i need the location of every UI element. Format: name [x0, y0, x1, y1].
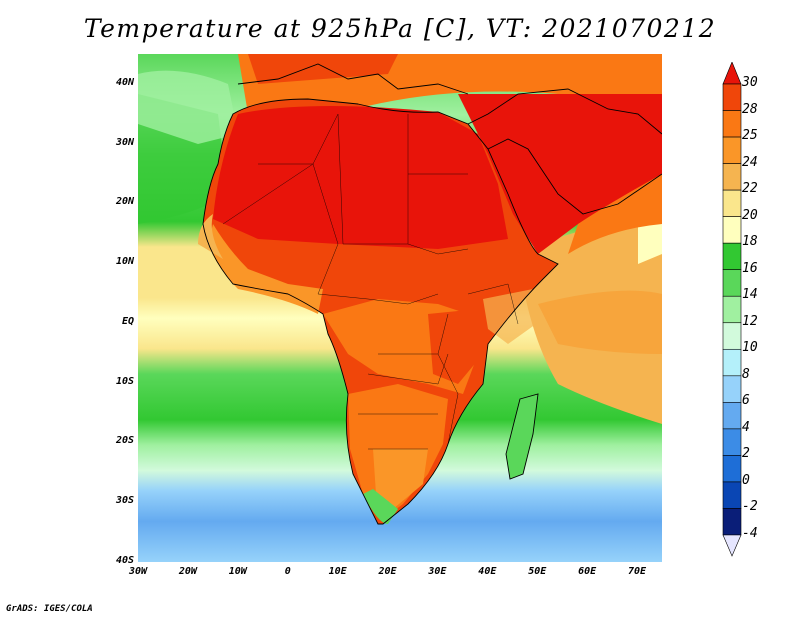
country-borders — [222, 113, 519, 450]
colorbar-segment — [722, 322, 742, 350]
lat-label: 30S — [115, 495, 134, 507]
colorbar-level-label: 2 — [742, 446, 750, 462]
lat-label: 10N — [115, 256, 134, 268]
colorbar-segment — [722, 110, 742, 138]
colorbar-level-label: 12 — [742, 313, 758, 329]
lat-label: EQ — [121, 315, 134, 327]
colorbar-segment — [722, 455, 742, 483]
colorbar-segment — [722, 402, 742, 430]
colorbar-level-label: 10 — [742, 340, 758, 356]
lon-label: 30E — [428, 566, 447, 577]
lat-label: 20N — [115, 196, 134, 208]
temperature-map — [138, 54, 663, 562]
colorbar-segment — [722, 269, 742, 297]
colorbar-level-label: 20 — [742, 207, 758, 223]
colorbar-bottom-triangle — [722, 534, 742, 557]
colorbar-segment — [722, 508, 742, 536]
lon-label: 20E — [378, 566, 397, 577]
lat-label: 20S — [115, 435, 134, 447]
colorbar-segment — [722, 189, 742, 217]
grads-credit: GrADS: IGES/COLA — [6, 604, 93, 614]
lon-label: 50E — [528, 566, 547, 577]
colorbar — [722, 62, 742, 557]
colorbar-level-label: 6 — [742, 393, 750, 409]
lat-label: 40N — [115, 76, 134, 88]
colorbar-segment — [722, 348, 742, 377]
colorbar-level-label: 14 — [742, 287, 758, 303]
lon-label: 30W — [128, 566, 148, 577]
colorbar-segment — [722, 375, 742, 403]
lon-label: 0 — [284, 566, 291, 577]
lon-label: 70E — [628, 566, 647, 577]
coastlines — [202, 63, 663, 525]
colorbar-level-label: 18 — [742, 234, 758, 250]
colorbar-segment — [722, 216, 742, 244]
colorbar-segment — [722, 136, 742, 164]
colorbar-segment — [722, 163, 742, 191]
colorbar-level-label: 0 — [742, 472, 750, 488]
colorbar-level-label: 30 — [742, 75, 758, 90]
lat-label: 30N — [115, 136, 134, 148]
colorbar-level-label: 24 — [742, 154, 758, 170]
lat-label: 40S — [115, 555, 134, 566]
lon-label: 10W — [228, 566, 247, 577]
colorbar-level-label: 25 — [742, 128, 758, 144]
lon-label: 40E — [478, 566, 497, 577]
lat-label: 10S — [115, 375, 134, 387]
madagascar — [506, 394, 538, 479]
colorbar-segment — [722, 295, 742, 324]
chart-title: Temperature at 925hPa [C], VT: 202107021… — [83, 14, 717, 43]
lon-label: 60E — [578, 566, 597, 577]
colorbar-level-label: 22 — [742, 181, 758, 197]
colorbar-segment — [722, 242, 742, 271]
colorbar-level-label: 8 — [742, 366, 750, 382]
colorbar-level-label: 4 — [742, 419, 750, 435]
colorbar-segment — [722, 83, 742, 111]
lon-label: 10E — [328, 566, 347, 577]
colorbar-level-label: 28 — [742, 101, 758, 117]
colorbar-segment — [722, 481, 742, 509]
colorbar-level-label: -4 — [742, 526, 758, 541]
arabia-landmass — [458, 94, 662, 254]
colorbar-level-label: 16 — [742, 260, 758, 276]
map-svg — [138, 54, 663, 562]
colorbar-top-triangle — [722, 62, 742, 85]
colorbar-level-label: -2 — [742, 499, 758, 515]
colorbar-segment — [722, 428, 742, 456]
lon-label: 20W — [178, 566, 197, 577]
